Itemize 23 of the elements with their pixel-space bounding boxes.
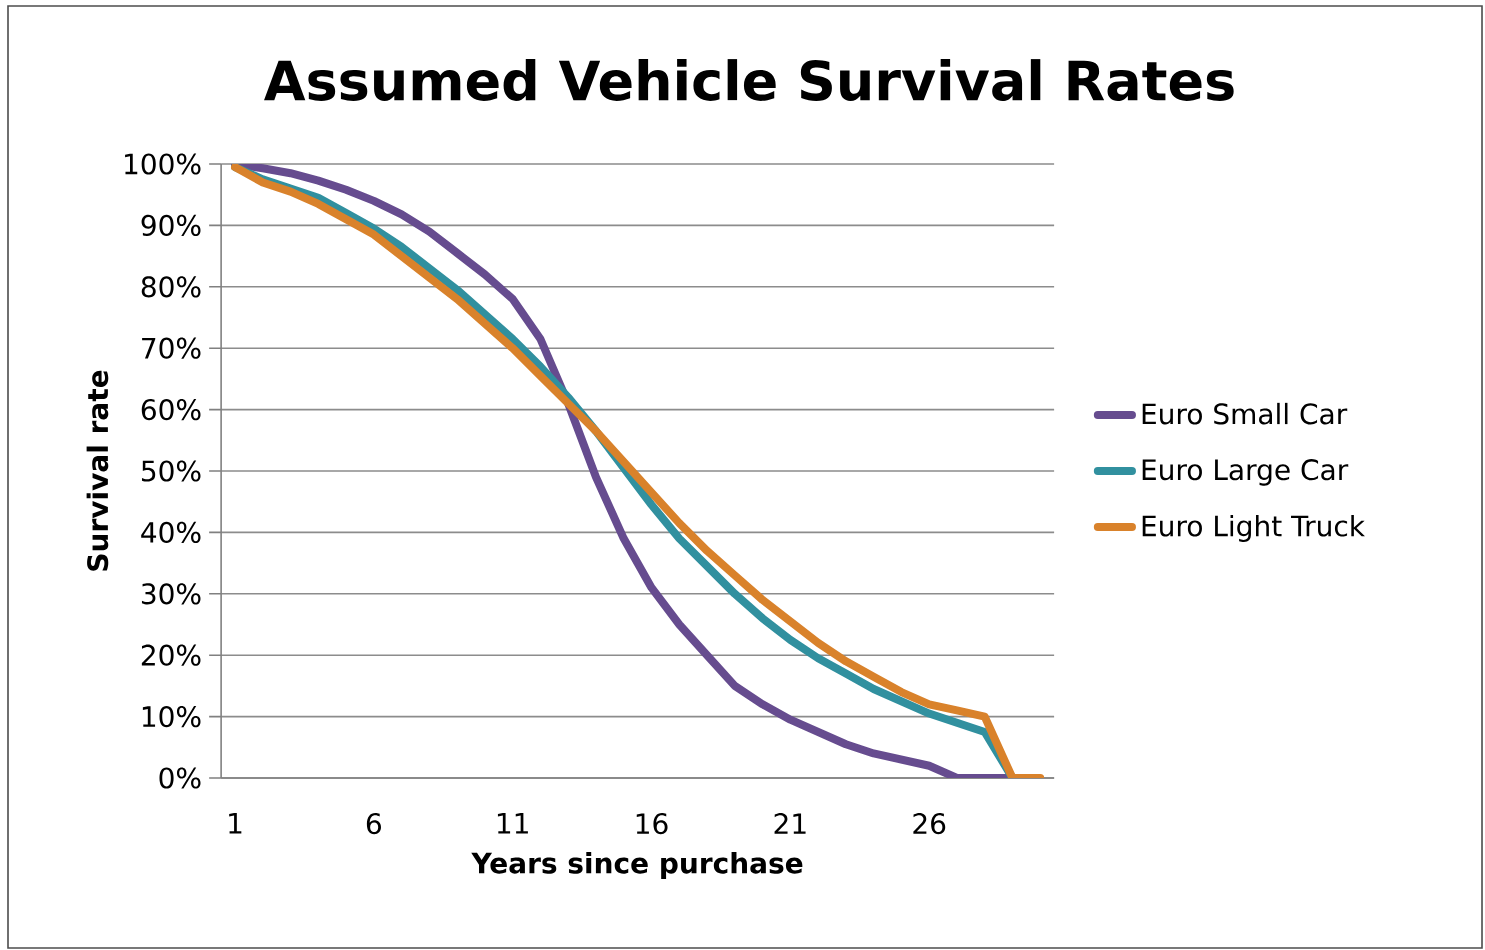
x-tick-label: 16 — [636, 813, 668, 835]
y-tick-label: 30% — [141, 583, 201, 605]
x-axis-title: Years since purchase — [471, 851, 803, 880]
y-tick-label: 40% — [141, 521, 201, 543]
chart-title: Assumed Vehicle Survival Rates — [264, 59, 1234, 101]
y-tick-label: 20% — [141, 644, 201, 666]
y-tick-label: 0% — [159, 767, 201, 789]
x-tick-label: 1 — [229, 813, 242, 834]
y-tick-label: 70% — [142, 337, 201, 359]
y-tick-label: 50% — [141, 460, 201, 482]
y-tick-label: 10% — [142, 706, 201, 728]
y-tick-label: 80% — [141, 276, 201, 298]
y-tick-label: 60% — [141, 399, 201, 421]
legend-label: Euro Small Car — [1142, 402, 1348, 425]
legend-label: Euro Large Car — [1142, 459, 1349, 486]
y-tick-label: 90% — [141, 214, 201, 236]
x-tick-label: 6 — [366, 813, 381, 835]
legend-label: Euro Light Truck — [1142, 514, 1365, 542]
x-tick-label: 26 — [913, 813, 946, 835]
x-tick-label: 21 — [774, 813, 806, 834]
x-tick-label: 11 — [497, 813, 528, 834]
y-axis-title: Survival rate — [86, 370, 109, 571]
y-tick-label: 100% — [125, 153, 201, 175]
